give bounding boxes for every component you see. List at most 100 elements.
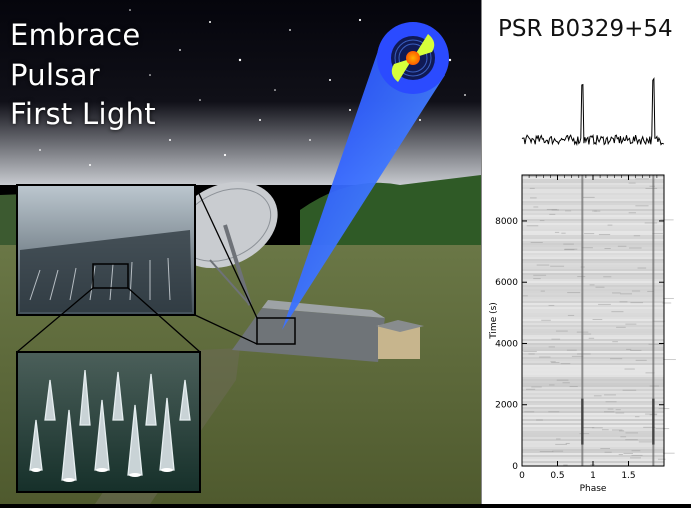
heatmap-row [522,197,664,199]
y-tick-label: 6000 [495,278,518,288]
heatmap-noise-streak [645,372,655,374]
heatmap-row [522,205,664,207]
heatmap-row [522,401,664,403]
pulsar-data-panel: PSR B0329+54 0 2000 4000 6000 8000 0 0.5 1 1.5 Ph… [481,0,691,504]
heatmap-row [522,397,664,399]
heatmap-noise-streak [631,290,641,292]
heatmap-noise-streak [549,213,556,215]
heatmap-noise-streak [598,303,611,305]
heatmap-row [522,239,664,241]
heatmap-row [522,439,664,441]
heatmap-row [522,215,664,217]
heatmap-row [522,235,664,237]
pulse-track [581,175,584,466]
heatmap-noise-streak [647,290,654,292]
heatmap-row [522,407,664,409]
heatmap-noise-streak [539,220,545,222]
heatmap-row [522,393,664,395]
heatmap-noise-streak [645,187,658,189]
heatmap-noise-streak [566,349,577,351]
heatmap-noise-streak [583,333,592,335]
heatmap-row [522,295,664,297]
heatmap-noise-streak [555,443,568,445]
heatmap-row [522,195,664,197]
heatmap-row [522,319,664,321]
heatmap-noise-streak [554,231,560,233]
heatmap-row [522,323,664,325]
y-tick-label: 2000 [495,401,518,411]
heatmap-noise-streak [631,450,641,452]
heatmap-row [522,279,664,281]
heatmap-noise-streak [533,274,547,276]
heatmap-noise-streak [649,185,655,187]
heatmap-row [522,321,664,323]
heatmap-row [522,391,664,393]
heatmap-row [522,241,664,243]
headline-line-1: Embrace [10,18,141,52]
heatmap-row [522,437,664,439]
heatmap-row [522,377,664,379]
heatmap-noise-streak [529,175,542,177]
heatmap-noise-streak [540,290,545,292]
heatmap-noise-streak [626,348,632,350]
heatmap-noise-streak [533,278,541,280]
antenna-closeup-photo [16,351,201,493]
heatmap-row [522,411,664,413]
heatmap-row [522,257,664,259]
heatmap-noise-streak [648,343,663,345]
heatmap-noise-streak [541,319,551,321]
pulsar-beam [282,45,445,330]
heatmap-row [522,269,664,271]
heatmap-noise-streak [624,368,635,370]
heatmap-noise-streak [561,232,566,234]
heatmap-noise-streak [571,355,584,357]
heatmap-row [522,343,664,345]
x-tick-label: 0 [519,471,525,481]
heatmap-noise-streak [625,323,637,325]
heatmap-row [522,285,664,287]
heatmap-noise-streak [562,382,570,384]
heatmap-noise-streak [592,210,597,212]
heatmap-row [522,361,664,363]
heatmap-noise-streak [530,241,543,243]
x-tick-label: 1 [590,471,596,481]
heatmap-row [522,459,664,461]
heatmap-row [522,297,664,299]
zoom-target-box [256,317,296,345]
heatmap-row [522,443,664,445]
heatmap-row [522,417,664,419]
heatmap-noise-streak [604,451,612,453]
heatmap-row [522,263,664,265]
heatmap-noise-streak [579,433,590,435]
heatmap-row [522,389,664,391]
heatmap-noise-streak [605,401,617,403]
heatmap-row [522,287,664,289]
heatmap-row [522,237,664,239]
pulse-track-bright [652,398,655,445]
heatmap-row [522,353,664,355]
heatmap-noise-streak [631,454,643,456]
heatmap-noise-streak [528,353,535,355]
tile-array-photo [16,184,196,316]
heatmap-row [522,419,664,421]
heatmap-noise-streak [533,206,539,208]
heatmap-noise-streak [638,441,652,443]
y-tick-label: 8000 [495,217,518,227]
heatmap-row [522,211,664,213]
heatmap-row [522,331,664,333]
heatmap-row [522,445,664,447]
heatmap-noise-streak [591,427,603,429]
heatmap-row [522,219,664,221]
heatmap-noise-streak [630,349,642,351]
pulse-profile-line [521,77,665,147]
heatmap-row [522,221,664,223]
heatmap-row [522,347,664,349]
heatmap-row [522,421,664,423]
heatmap-row [522,457,664,459]
heatmap-noise-streak [629,247,642,249]
heatmap-noise-streak [655,428,670,430]
heatmap-row [522,399,664,401]
y-tick-label: 4000 [495,339,518,349]
heatmap-noise-streak [539,356,551,358]
